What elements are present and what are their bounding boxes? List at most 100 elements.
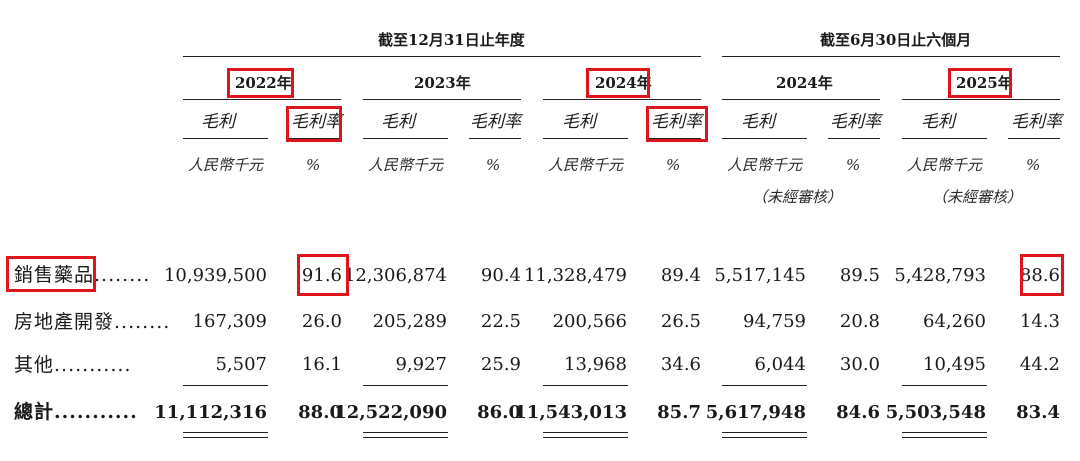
total-gm: 86.0 — [477, 402, 521, 423]
cell-gp: 5,507 — [215, 354, 267, 375]
subtotal-rule — [183, 385, 268, 386]
row-label-text: 其他 — [14, 354, 55, 376]
subtotal-rule — [363, 385, 448, 386]
subtotal-rule — [902, 385, 987, 386]
cell-gm: 90.4 — [480, 265, 521, 286]
unit-rmb: 人民幣千元 — [548, 156, 624, 174]
highlight-box-2025 — [948, 68, 1012, 98]
year-2022: 2022年 — [235, 74, 292, 92]
cell-gp: 94,759 — [743, 311, 806, 332]
gross-profit-header: 毛利 — [381, 112, 415, 132]
year-rule-2022 — [183, 99, 341, 100]
cell-gm: 16.1 — [301, 354, 342, 375]
hy-header-rule — [722, 56, 1060, 57]
total-gp: 5,503,548 — [885, 402, 986, 423]
total-gm: 83.4 — [1016, 402, 1060, 423]
cell-gm: 44.2 — [1019, 354, 1060, 375]
total-gp: 11,112,316 — [154, 402, 267, 423]
year-rule-2023 — [363, 99, 521, 100]
total-double-rule — [363, 432, 448, 433]
subhead-rule — [828, 138, 880, 139]
highlight-box-margin-2024 — [646, 106, 708, 142]
gross-profit-header: 毛利 — [741, 112, 775, 132]
highlight-box-2024 — [586, 68, 650, 98]
leader-dots: ........ — [114, 311, 171, 333]
leader-dots: ........... — [54, 401, 138, 423]
cell-gp: 10,495 — [923, 354, 986, 375]
highlight-box-margin-916 — [297, 254, 349, 296]
unaudited-note: （未經審核） — [932, 188, 1023, 206]
cell-gp: 6,044 — [754, 354, 806, 375]
cell-gp: 167,309 — [192, 311, 267, 332]
cell-gm: 20.8 — [839, 311, 880, 332]
total-double-rule — [543, 437, 628, 438]
cell-gp: 12,306,874 — [343, 265, 447, 286]
cell-gp: 9,927 — [395, 354, 447, 375]
total-double-rule — [902, 437, 987, 438]
gross-margin-header: 毛利率 — [1011, 112, 1062, 132]
unit-rmb: 人民幣千元 — [188, 156, 264, 174]
unit-pct: % — [846, 156, 861, 174]
cell-gm: 14.3 — [1019, 311, 1060, 332]
row-label-total: 總計........... — [14, 403, 138, 422]
cell-gm: 89.5 — [839, 265, 880, 286]
total-gp: 5,617,948 — [705, 402, 806, 423]
unaudited-note: （未經審核） — [752, 188, 843, 206]
total-gp: 11,543,013 — [514, 402, 627, 423]
cell-gp: 11,328,479 — [523, 265, 627, 286]
subtotal-rule — [543, 385, 628, 386]
total-double-rule — [902, 432, 987, 433]
subhead-rule — [649, 138, 701, 139]
unit-rmb: 人民幣千元 — [368, 156, 444, 174]
leader-dots: ........ — [94, 264, 151, 286]
row-label-text: 總計 — [14, 401, 55, 423]
row-label-text: 房地產開發 — [14, 311, 115, 333]
subhead-rule — [183, 138, 268, 139]
gross-margin-header: 毛利率 — [291, 112, 342, 132]
unit-pct: % — [1026, 156, 1041, 174]
gross-profit-header: 毛利 — [562, 112, 596, 132]
cell-gm: 26.5 — [660, 311, 701, 332]
cell-gm: 30.0 — [839, 354, 880, 375]
highlight-box-pharma-label — [6, 256, 96, 292]
subtotal-rule — [722, 385, 807, 386]
year-rule-2024-hy — [722, 99, 880, 100]
cell-gm: 88.6 — [1019, 265, 1060, 286]
year-2023: 2023年 — [414, 74, 471, 92]
year-rule-2025-hy — [902, 99, 1060, 100]
total-double-rule — [722, 432, 807, 433]
cell-gm: 25.9 — [480, 354, 521, 375]
cell-gp: 10,939,500 — [163, 265, 267, 286]
unit-rmb: 人民幣千元 — [727, 156, 803, 174]
subhead-rule — [543, 138, 628, 139]
year-2025-hy: 2025年 — [956, 74, 1013, 92]
total-gm: 84.6 — [836, 402, 880, 423]
row-label-property: 房地產開發........ — [14, 313, 170, 332]
total-gp: 12,522,090 — [334, 402, 447, 423]
highlight-box-margin-2022 — [286, 106, 342, 142]
leader-dots: ........... — [54, 354, 132, 376]
total-gm: 85.7 — [657, 402, 701, 423]
gross-margin-header: 毛利率 — [651, 112, 702, 132]
total-double-rule — [722, 437, 807, 438]
row-label-pharma: 銷售藥品........ — [14, 266, 150, 285]
subhead-rule — [469, 138, 521, 139]
total-double-rule — [183, 437, 268, 438]
row-label-text: 銷售藥品 — [14, 264, 95, 286]
total-double-rule — [363, 437, 448, 438]
total-double-rule — [183, 432, 268, 433]
year-2024-hy: 2024年 — [776, 74, 833, 92]
year-rule-2024-fy — [543, 99, 701, 100]
unit-pct: % — [486, 156, 501, 174]
year-2024-fy: 2024年 — [595, 74, 652, 92]
cell-gp: 13,968 — [564, 354, 627, 375]
gross-margin-header: 毛利率 — [470, 112, 521, 132]
subhead-rule — [363, 138, 448, 139]
highlight-box-margin-886 — [1020, 254, 1064, 296]
cell-gm: 26.0 — [301, 311, 342, 332]
subhead-rule — [1008, 138, 1060, 139]
total-double-rule — [543, 432, 628, 433]
hy-period-header: 截至6月30日止六個月 — [820, 31, 972, 49]
subhead-rule — [722, 138, 807, 139]
cell-gp: 5,517,145 — [714, 265, 806, 286]
